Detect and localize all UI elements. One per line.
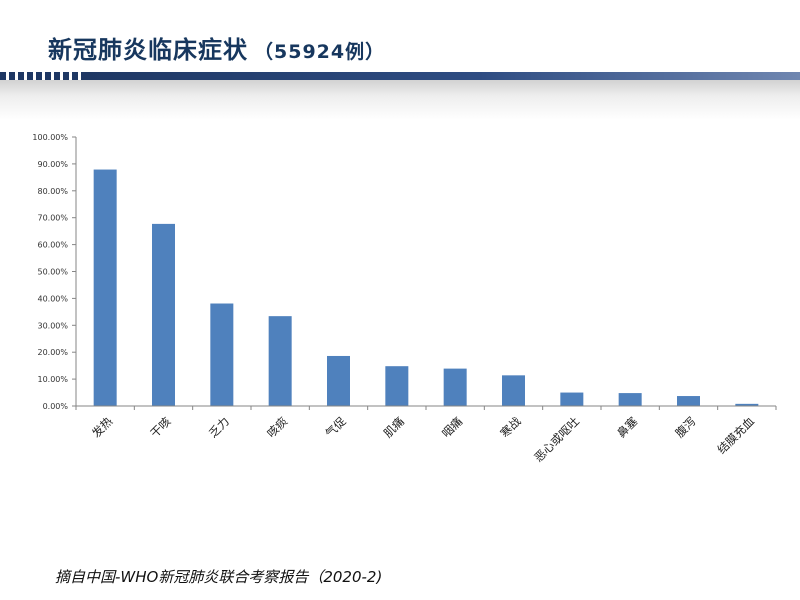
bar-7	[443, 368, 467, 406]
bar-8	[502, 375, 525, 406]
bar-2	[152, 223, 175, 406]
header-shadow	[0, 80, 800, 120]
bars	[93, 169, 759, 406]
bar-5	[327, 355, 350, 406]
header-rule	[86, 72, 800, 80]
x-tick-label: 鼻塞	[614, 414, 641, 441]
x-tick-label: 肌痛	[381, 414, 407, 440]
bar-12	[735, 403, 759, 406]
slide-title: 新冠肺炎临床症状 （55924例）	[48, 30, 385, 65]
bar-10	[618, 393, 642, 406]
x-tick-label: 寒战	[497, 414, 524, 441]
y-tick-label: 20.00%	[37, 348, 68, 357]
y-tick-label: 70.00%	[37, 214, 68, 223]
case-count: （55924例）	[254, 41, 386, 63]
source-note: 摘自中国-WHO新冠肺炎联合考察报告（2020-2)	[55, 568, 383, 586]
y-tick-label: 50.00%	[37, 268, 68, 277]
bar-4	[268, 316, 292, 406]
y-tick-label: 30.00%	[37, 321, 68, 330]
x-tick-label: 乏力	[206, 414, 232, 440]
header-dot-bar	[0, 72, 86, 80]
y-tick-label: 0.00%	[43, 402, 69, 411]
y-tick-label: 90.00%	[37, 160, 68, 169]
y-tick-label: 10.00%	[37, 375, 68, 384]
bar-1	[93, 169, 117, 406]
y-tick-label: 80.00%	[37, 187, 68, 196]
bar-3	[210, 303, 234, 406]
y-tick-label: 40.00%	[37, 294, 68, 303]
x-tick-label: 干咳	[147, 414, 173, 440]
y-tick-label: 100.00%	[32, 133, 68, 142]
y-tick-label: 60.00%	[37, 241, 68, 250]
bar-11	[677, 396, 700, 406]
x-tick-label: 咽痛	[439, 414, 465, 440]
axes	[75, 137, 777, 410]
x-tick-label: 气促	[322, 414, 349, 441]
x-tick-label: 咳痰	[264, 414, 291, 441]
x-tick-label: 结膜充血	[715, 414, 758, 457]
x-tick-label: 发热	[89, 414, 116, 441]
bar-6	[385, 366, 409, 406]
x-axis-labels: 发热 干咳 乏力 咳痰 气促 肌痛 咽痛 寒战 恶心或呕吐 鼻塞 腹泻 结膜充血	[89, 414, 757, 465]
x-tick-label: 恶心或呕吐	[531, 414, 582, 465]
x-tick-label: 腹泻	[672, 414, 698, 440]
bar-9	[560, 392, 584, 406]
y-axis-ticks: 0.00% 10.00% 20.00% 30.00% 40.00% 50.00% 60.00…	[32, 133, 76, 411]
title-text: 新冠肺炎临床症状	[48, 36, 248, 64]
